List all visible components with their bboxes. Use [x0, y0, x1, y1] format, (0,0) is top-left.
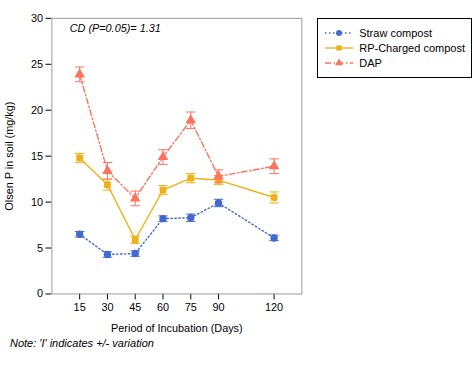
svg-text:15: 15 [31, 150, 43, 162]
svg-text:75: 75 [185, 301, 197, 313]
svg-text:25: 25 [31, 58, 43, 70]
svg-text:45: 45 [129, 301, 141, 313]
svg-text:60: 60 [157, 301, 169, 313]
svg-text:10: 10 [31, 196, 43, 208]
svg-text:90: 90 [212, 301, 224, 313]
html-text:Straw compost: Straw compost [359, 27, 432, 39]
svg-text:Olsen P in soil (mg/kg): Olsen P in soil (mg/kg) [3, 102, 15, 211]
svg-text:120: 120 [265, 301, 283, 313]
svg-text:0: 0 [37, 287, 43, 299]
html-text:RP-Charged compost: RP-Charged compost [359, 42, 465, 54]
svg-text:5: 5 [37, 242, 43, 254]
svg-text:CD (P=0.05)= 1.31: CD (P=0.05)= 1.31 [70, 22, 161, 34]
svg-text:Period of Incubation (Days): Period of Incubation (Days) [111, 322, 243, 334]
svg-text:15: 15 [74, 301, 86, 313]
svg-text:30: 30 [101, 301, 113, 313]
html-text:DAP: DAP [359, 57, 382, 69]
html-text:Note: 'I' indicates +/- variat: Note: 'I' indicates +/- variation [10, 337, 154, 349]
svg-text:30: 30 [31, 12, 43, 24]
svg-text:20: 20 [31, 104, 43, 116]
